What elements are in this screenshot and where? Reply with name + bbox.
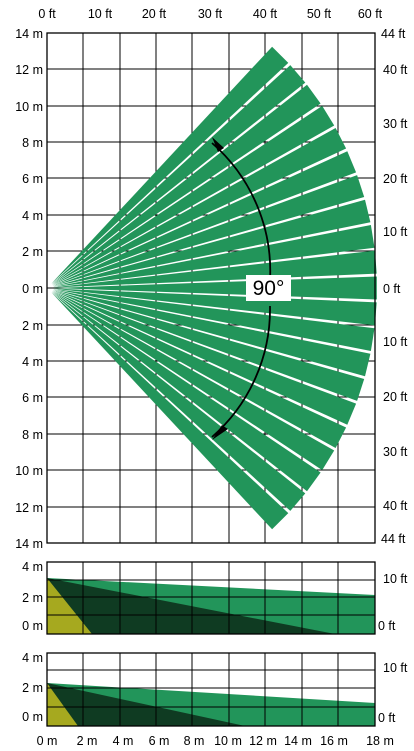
- bottom-axis-label: 4 m: [113, 734, 134, 748]
- side-view-2-panel: 4 m 2 m 0 m 10 ft 0 ft: [22, 651, 408, 727]
- left-axis-label: 4 m: [22, 355, 43, 369]
- top-view-panel: 90° 0 ft 10 ft 20 ft 30 ft 40 ft 50 ft 6…: [15, 7, 408, 551]
- top-axis-label: 20 ft: [142, 7, 167, 21]
- detection-beam: [52, 290, 357, 425]
- detection-beam: [52, 289, 371, 377]
- right-axis-label: 10 ft: [383, 225, 408, 239]
- detection-beam: [52, 128, 347, 286]
- side-2-right-label: 10 ft: [383, 661, 408, 675]
- right-axis-top-view: 44 ft 40 ft 30 ft 20 ft 10 ft 0 ft 10 ft…: [381, 27, 408, 546]
- left-axis-label: 10 m: [15, 464, 43, 478]
- side-2-left-label: 0 m: [22, 710, 43, 724]
- right-axis-label: 40 ft: [383, 63, 408, 77]
- arc-arrowhead-top: [212, 137, 224, 152]
- detection-beam: [51, 46, 289, 284]
- detection-beam: [53, 276, 377, 300]
- detection-beam: [51, 291, 321, 492]
- left-axis-label: 12 m: [15, 501, 43, 515]
- bottom-axis-label: 10 m: [214, 734, 242, 748]
- bottom-axis-label: 18 m: [366, 734, 394, 748]
- detection-beam: [51, 65, 306, 285]
- left-axis-label: 14 m: [15, 537, 43, 551]
- left-axis-label: 0 m: [22, 282, 43, 296]
- creep-zone: [47, 683, 78, 726]
- side-2-left-label: 4 m: [22, 651, 43, 665]
- top-axis-label: 0 ft: [38, 7, 56, 21]
- detection-beam: [52, 151, 357, 286]
- left-axis-label: 6 m: [22, 172, 43, 186]
- side-view-1-grid: [47, 562, 375, 634]
- bottom-axis-label: 12 m: [249, 734, 277, 748]
- detection-beams: [51, 46, 377, 530]
- bottom-axis-label: 8 m: [184, 734, 205, 748]
- side-1-left-label: 0 m: [22, 619, 43, 633]
- right-axis-label: 44 ft: [381, 27, 406, 41]
- near-coverage-zone: [47, 683, 245, 726]
- side-view-1-panel: 4 m 2 m 0 m 10 ft 0 ft: [22, 560, 408, 635]
- left-axis-label: 12 m: [15, 63, 43, 77]
- left-axis-label: 2 m: [22, 319, 43, 333]
- top-axis-label: 40 ft: [253, 7, 278, 21]
- top-axis-label: 50 ft: [307, 7, 332, 21]
- left-axis-label: 2 m: [22, 245, 43, 259]
- bottom-axis: 0 m 2 m 4 m 6 m 8 m 10 m 12 m 14 m 16 m …: [37, 734, 394, 748]
- detection-beam: [52, 175, 365, 287]
- detection-beam: [52, 288, 375, 351]
- side-1-right-label: 10 ft: [383, 572, 408, 586]
- top-view-frame: [46, 32, 376, 544]
- bottom-axis-label: 14 m: [284, 734, 312, 748]
- side-1-left-label: 2 m: [22, 591, 43, 605]
- coverage-angle-arc: [211, 137, 272, 440]
- top-axis: 0 ft 10 ft 20 ft 30 ft 40 ft 50 ft 60 ft: [38, 7, 382, 21]
- left-axis-label: 4 m: [22, 209, 43, 223]
- left-axis-label: 10 m: [15, 100, 43, 114]
- side-2-left-label: 2 m: [22, 681, 43, 695]
- left-axis-label: 14 m: [15, 27, 43, 41]
- right-axis-label: 44 ft: [381, 532, 406, 546]
- angle-label: 90°: [253, 277, 285, 300]
- detection-beam: [51, 292, 289, 530]
- detection-beam: [52, 289, 365, 401]
- detection-beam: [51, 84, 321, 285]
- detection-beam: [53, 288, 377, 326]
- detection-beam: [53, 250, 377, 288]
- near-coverage-zone: [47, 578, 335, 634]
- detection-beam: [52, 199, 371, 287]
- arc-arrowhead-bottom: [212, 425, 228, 440]
- bottom-axis-label: 2 m: [77, 734, 98, 748]
- detection-beam: [52, 105, 335, 285]
- detection-beam: [52, 290, 347, 448]
- left-axis-label: 6 m: [22, 391, 43, 405]
- right-axis-label: 30 ft: [383, 117, 408, 131]
- angle-label-box: [246, 275, 291, 301]
- right-axis-label: 40 ft: [383, 499, 408, 513]
- right-axis-label: 20 ft: [383, 172, 408, 186]
- bottom-axis-label: 0 m: [37, 734, 58, 748]
- side-1-right-label: 0 ft: [378, 619, 396, 633]
- side-2-right-label: 0 ft: [378, 711, 396, 725]
- right-axis-label: 20 ft: [383, 390, 408, 404]
- detection-beam: [52, 225, 375, 288]
- bottom-axis-label: 16 m: [320, 734, 348, 748]
- top-axis-label: 10 ft: [88, 7, 113, 21]
- right-axis-label: 0 ft: [383, 282, 401, 296]
- left-axis-label: 8 m: [22, 428, 43, 442]
- creep-zone: [47, 578, 92, 634]
- side-1-left-label: 4 m: [22, 560, 43, 574]
- left-axis-label: 8 m: [22, 136, 43, 150]
- bottom-axis-label: 6 m: [149, 734, 170, 748]
- detection-beam: [52, 291, 335, 471]
- detection-beam: [51, 291, 306, 511]
- side-view-2-grid: [47, 653, 375, 726]
- side-view-2-frame: [46, 652, 376, 727]
- side-view-1-frame: [46, 561, 376, 635]
- right-axis-label: 30 ft: [383, 445, 408, 459]
- top-axis-label: 60 ft: [358, 7, 383, 21]
- left-axis-top-view: 14 m 12 m 10 m 8 m 6 m 4 m 2 m 0 m 2 m 4…: [15, 27, 43, 551]
- right-axis-label: 10 ft: [383, 335, 408, 349]
- top-axis-label: 30 ft: [198, 7, 223, 21]
